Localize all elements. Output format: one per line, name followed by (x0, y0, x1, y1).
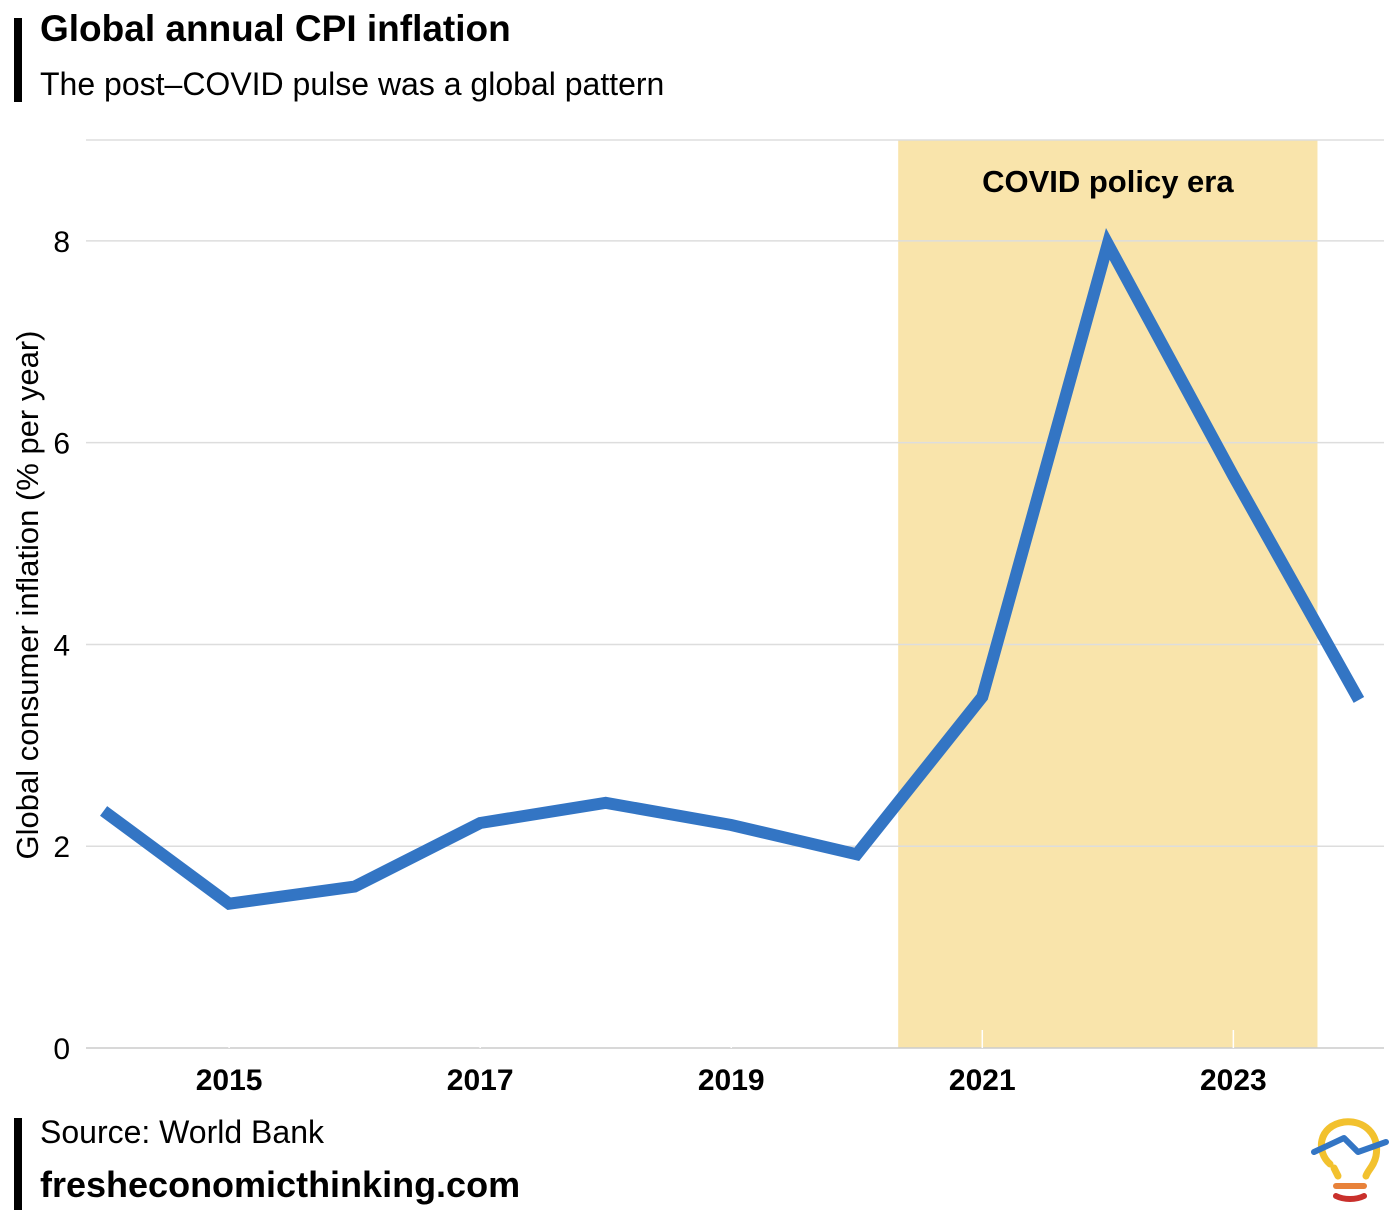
covid-era-shaded-region (898, 140, 1318, 1048)
y-tick-labels-layer: 0 2 4 6 8 (53, 226, 70, 1066)
y-tick-label: 6 (53, 428, 70, 461)
gridlines-layer (86, 139, 1384, 1049)
source-note: Source: World Bank (40, 1114, 324, 1150)
series-line-0 (100, 227, 1365, 910)
shaded-region-layer: COVID policy era (898, 140, 1318, 1048)
y-tick-label: 2 (53, 831, 70, 864)
y-tick-label: 4 (53, 629, 70, 662)
x-tick-label: 2019 (698, 1064, 765, 1097)
website-credit[interactable]: fresheconomicthinking.com (40, 1164, 521, 1205)
y-tick-label: 8 (53, 226, 70, 259)
chart-title: Global annual CPI inflation (40, 8, 511, 49)
x-tick-label: 2017 (447, 1064, 514, 1097)
x-tick-label: 2015 (196, 1064, 263, 1097)
x-tick-labels-layer: 2015 2017 2019 2021 2023 (196, 1030, 1267, 1097)
title-accent-bar (14, 18, 22, 102)
footer-accent-bar (14, 1118, 22, 1210)
chart-subtitle: The post–COVID pulse was a global patter… (40, 66, 665, 102)
shaded-region-label: COVID policy era (982, 164, 1234, 199)
x-tick-label: 2023 (1200, 1064, 1267, 1097)
y-axis-label: Global consumer inflation (% per year) (10, 331, 45, 860)
lightbulb-logo-icon (1311, 1118, 1389, 1202)
series-layer (100, 227, 1365, 910)
x-tick-label: 2021 (949, 1064, 1016, 1097)
y-tick-label: 0 (53, 1033, 70, 1066)
